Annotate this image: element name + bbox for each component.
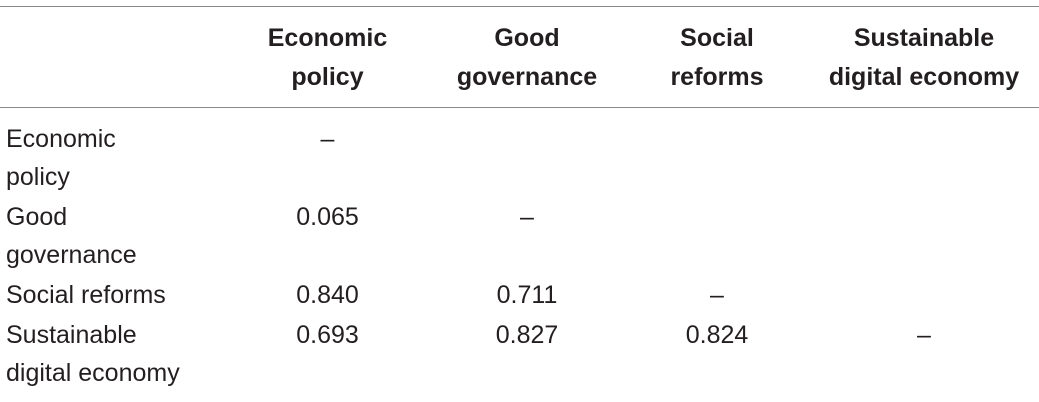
header-row: Economic policy Good governance Social refo… (0, 6, 1039, 108)
table-cell: – (917, 321, 931, 349)
header-good-governance: Good governance (456, 24, 598, 91)
header-social-reforms: Social reforms (670, 24, 764, 91)
table-row: Good governance 0.065 – (0, 198, 1039, 276)
table-cell (625, 108, 809, 199)
table-cell (625, 198, 809, 276)
table-cell (809, 198, 1039, 276)
table-row: Economic policy – (0, 108, 1039, 199)
table-cell: – (710, 281, 724, 309)
header-economic-policy: Economic policy (267, 24, 388, 91)
table-cell (809, 108, 1039, 199)
table-cell: 0.824 (685, 321, 749, 349)
table-row: Social reforms 0.840 0.711 – (0, 276, 1039, 316)
header-sustainable-digital-economy: Sustainable digital economy (828, 24, 1020, 91)
table-header: Economic policy Good governance Social refo… (0, 6, 1039, 108)
table-cell: 0.827 (495, 321, 559, 349)
row-label-economic-policy: Economic policy (6, 125, 116, 191)
table-cell (809, 276, 1039, 316)
table-row: Sustainable digital economy 0.693 0.827 0… (0, 316, 1039, 394)
row-label-sustainable-digital-economy: Sustainable digital economy (6, 321, 180, 387)
table-cell: – (520, 203, 534, 231)
header-corner (0, 7, 226, 108)
table-cell: 0.065 (296, 203, 359, 231)
row-label-good-governance: Good governance (6, 203, 137, 269)
table-cell (429, 108, 625, 199)
table-cell: 0.711 (496, 281, 558, 309)
table-cell: 0.840 (296, 281, 359, 309)
table-cell: 0.693 (296, 321, 359, 349)
table-cell: – (320, 125, 335, 153)
row-label-social-reforms: Social reforms (6, 281, 166, 309)
table-body: Economic policy – Good governance 0.065 – … (0, 108, 1039, 395)
correlation-table: Economic policy Good governance Social refo… (0, 6, 1039, 394)
